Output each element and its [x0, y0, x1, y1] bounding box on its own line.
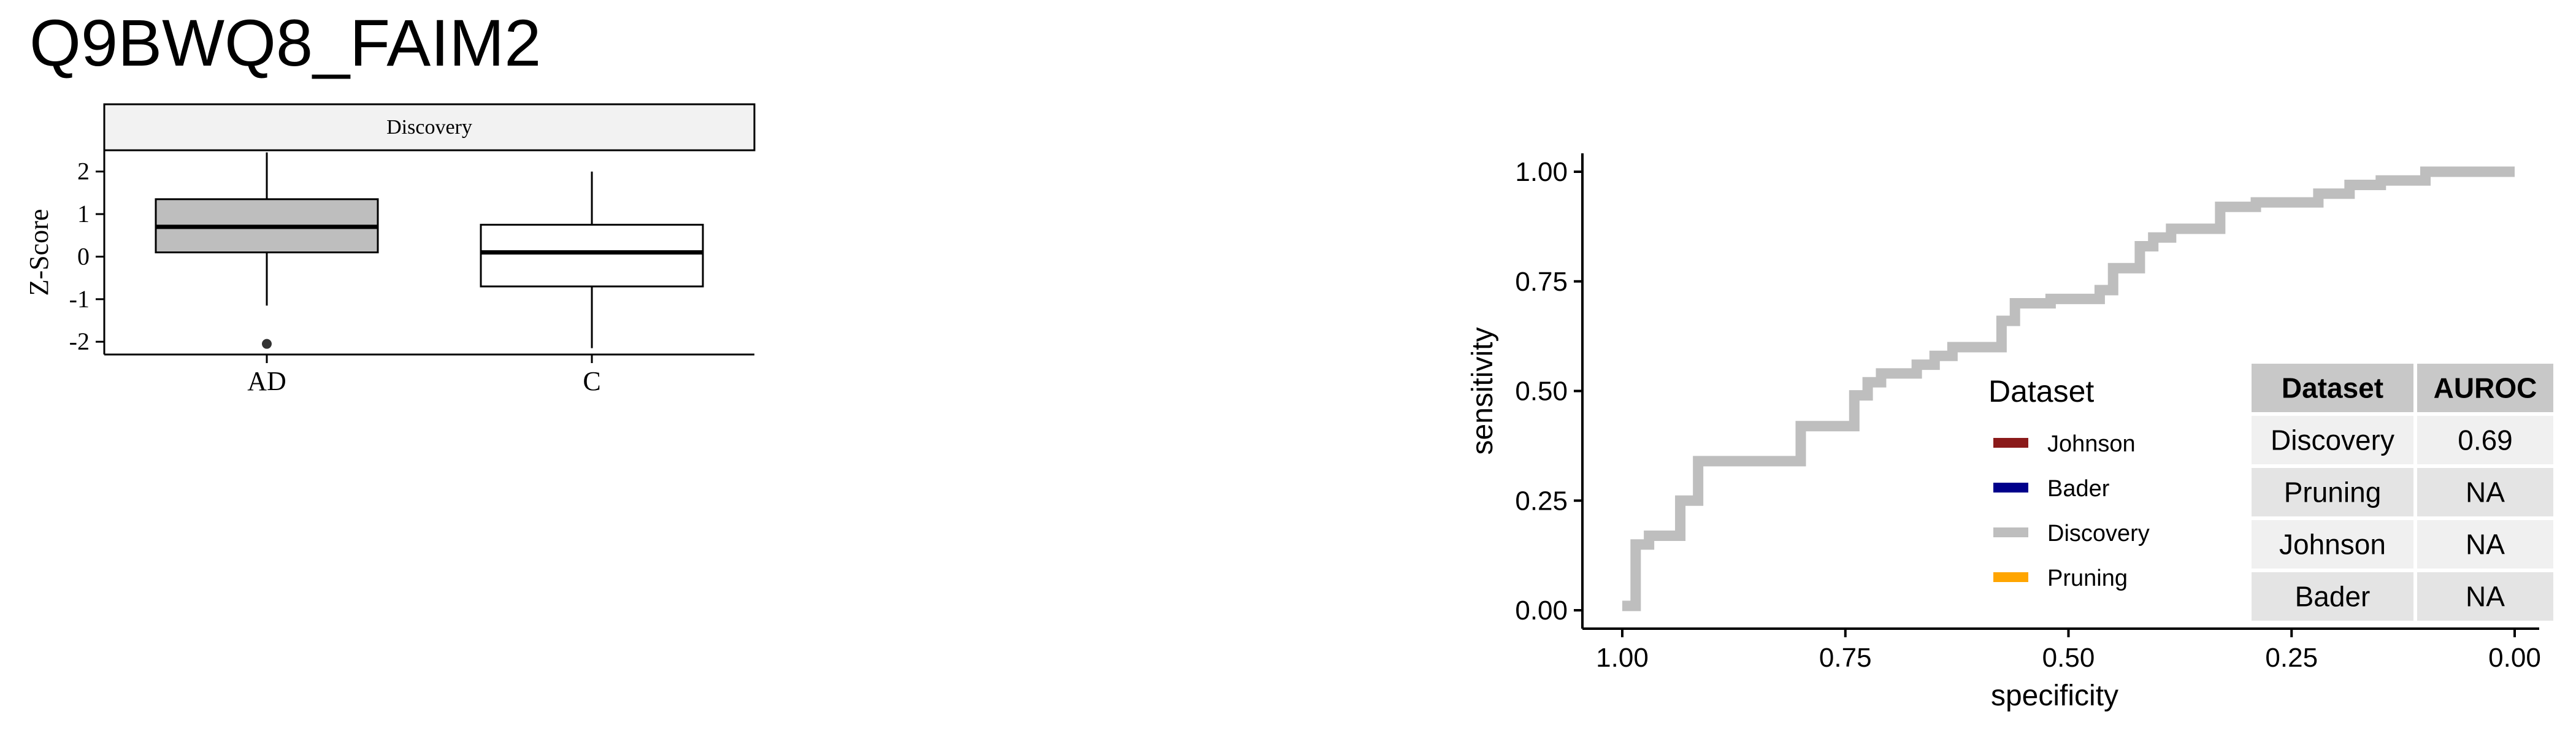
table-cell-value: Pruning: [2284, 477, 2382, 508]
x-tick-label: 0.50: [2042, 643, 2095, 673]
y-tick-label: 0.00: [1515, 596, 1568, 626]
x-tick-label: 0.25: [2265, 643, 2318, 673]
legend-title: Dataset: [1988, 374, 2094, 408]
table-cell: [2413, 464, 2557, 520]
x-tick-label: C: [583, 366, 600, 396]
table-cell-value: NA: [2466, 529, 2505, 561]
y-tick-label: 0.25: [1515, 486, 1568, 516]
y-tick-label: 0: [77, 242, 90, 270]
legend-label-johnson: Johnson: [2047, 431, 2136, 457]
table-cell: [2248, 412, 2417, 468]
legend-label-bader: Bader: [2047, 476, 2110, 502]
x-tick-label: AD: [247, 366, 286, 396]
x-axis-label: specificity: [1991, 680, 2118, 712]
y-axis-label: Z-Score: [24, 209, 54, 296]
y-axis-label: sensitivity: [1466, 327, 1499, 454]
page-title: Q9BWQ8_FAIM2: [29, 6, 542, 80]
legend-label-discovery: Discovery: [2047, 521, 2150, 546]
x-tick-label: 0.75: [1819, 643, 1872, 673]
table-cell-value: Discovery: [2271, 424, 2394, 456]
y-tick-label: 0.75: [1515, 267, 1568, 297]
y-tick-label: 1.00: [1515, 157, 1568, 187]
y-tick-label: 1: [77, 200, 90, 228]
table-cell-value: Johnson: [2279, 529, 2386, 561]
box-c: [480, 223, 704, 288]
table-cell-value: NA: [2466, 477, 2505, 508]
table-cell-value: Bader: [2295, 581, 2371, 613]
table-cell: [2413, 516, 2557, 572]
y-tick-label: 2: [77, 158, 90, 185]
table-header-label: Dataset: [2282, 372, 2383, 404]
y-tick-label: -1: [69, 285, 90, 313]
facet-strip: [103, 103, 756, 151]
table-cell-value: 0.69: [2458, 424, 2513, 456]
legend-label-pruning: Pruning: [2047, 565, 2128, 591]
table-cell: [2413, 569, 2557, 624]
y-tick-label: -2: [69, 328, 90, 355]
y-tick-label: 0.50: [1515, 377, 1568, 407]
x-tick-label: 0.00: [2488, 643, 2541, 673]
facet-label: Discovery: [386, 116, 472, 139]
table-cell-value: NA: [2466, 581, 2505, 613]
boxplot-chart: Discovery -2 -1 0 1 2 Z-Score AD C: [24, 103, 756, 396]
outlier-point: [262, 339, 272, 349]
roc-line-discovery: [1622, 166, 2515, 611]
table-header-label: AUROC: [2434, 372, 2537, 404]
x-tick-label: 1.00: [1596, 643, 1649, 673]
